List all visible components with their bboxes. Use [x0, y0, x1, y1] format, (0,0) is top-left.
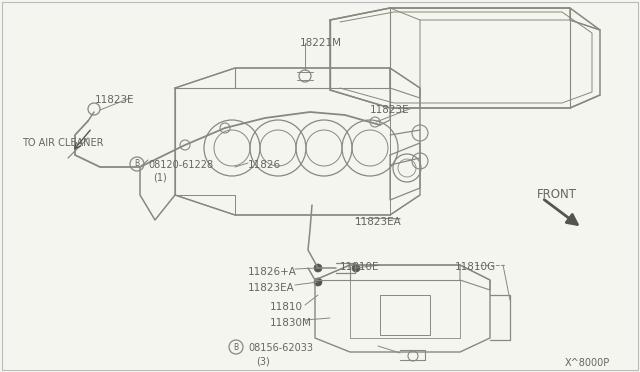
- Text: 11826: 11826: [248, 160, 281, 170]
- Text: 11810E: 11810E: [340, 262, 380, 272]
- Text: B: B: [234, 343, 239, 352]
- Text: 11826+A: 11826+A: [248, 267, 297, 277]
- Text: 11823E: 11823E: [95, 95, 134, 105]
- Circle shape: [352, 264, 360, 272]
- Text: 11823E: 11823E: [370, 105, 410, 115]
- Text: 18221M: 18221M: [300, 38, 342, 48]
- Text: 11823EA: 11823EA: [248, 283, 295, 293]
- Text: (1): (1): [153, 173, 167, 183]
- Text: 08120-61228: 08120-61228: [148, 160, 213, 170]
- Circle shape: [314, 264, 322, 272]
- Text: X^8000P: X^8000P: [565, 358, 611, 368]
- Text: (3): (3): [256, 356, 269, 366]
- Text: TO AIR CLEANER: TO AIR CLEANER: [22, 138, 104, 148]
- Text: 11810: 11810: [270, 302, 303, 312]
- Text: FRONT: FRONT: [537, 188, 577, 201]
- Circle shape: [314, 278, 322, 286]
- Text: 11830M: 11830M: [270, 318, 312, 328]
- Text: B: B: [134, 160, 140, 169]
- Text: 11823EA: 11823EA: [355, 217, 402, 227]
- Text: 08156-62033: 08156-62033: [248, 343, 313, 353]
- Text: 11810G: 11810G: [455, 262, 496, 272]
